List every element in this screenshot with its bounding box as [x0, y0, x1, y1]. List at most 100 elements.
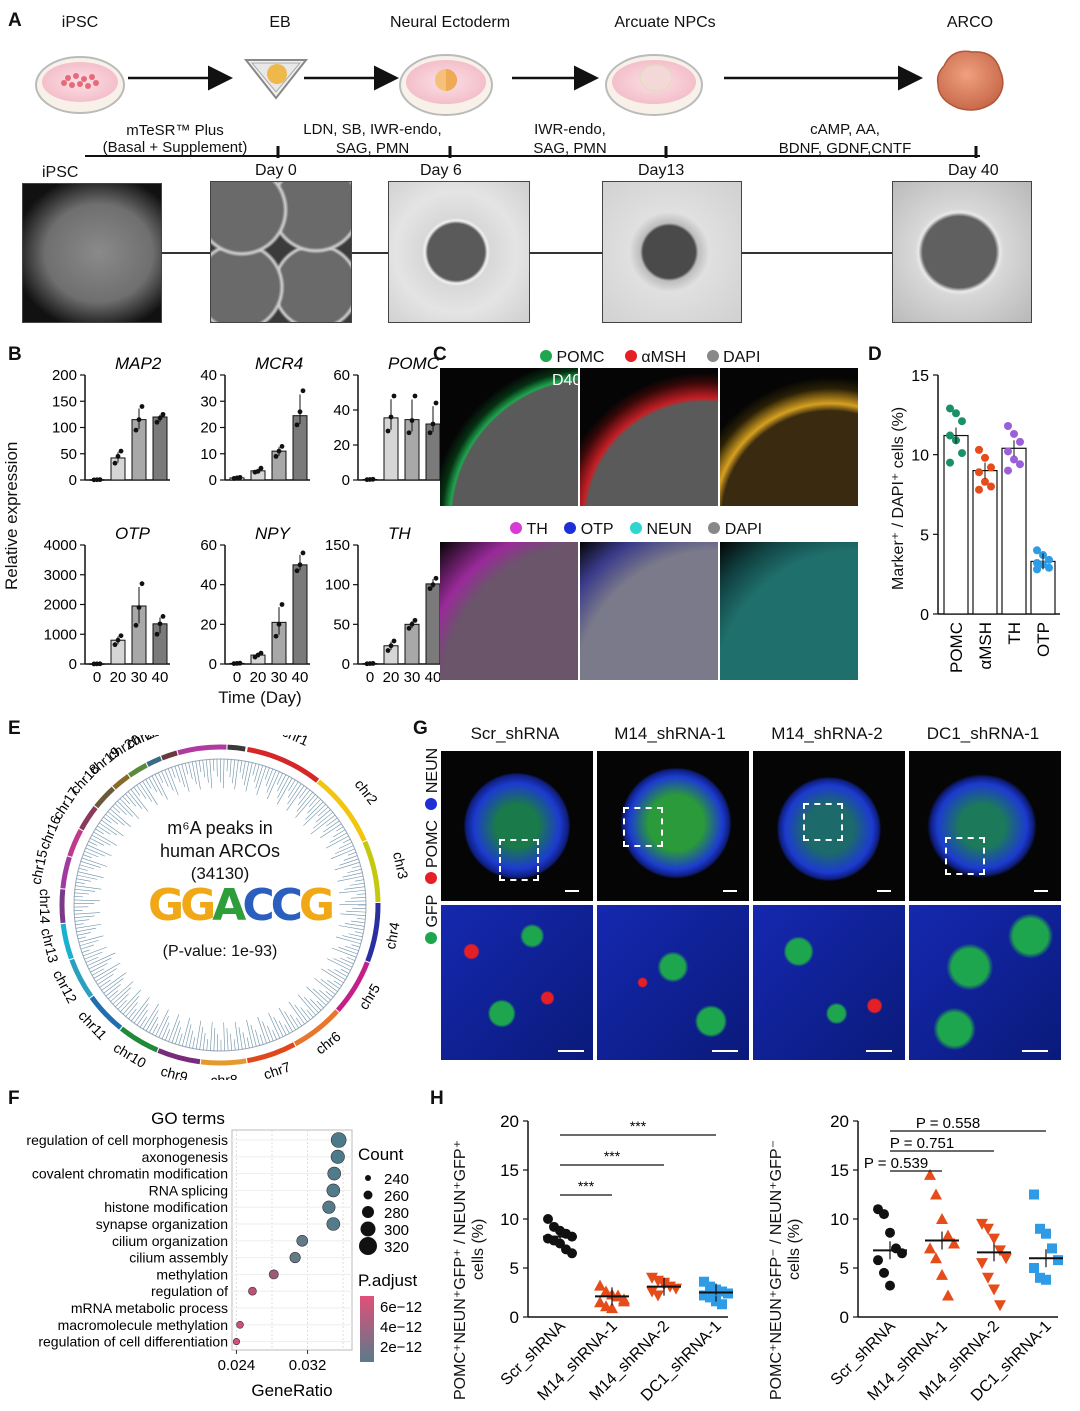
- circos-peak-line: [75, 923, 84, 926]
- circos-peak-line: [266, 770, 277, 793]
- circos-peak-line: [75, 923, 102, 929]
- data-point: [958, 417, 966, 426]
- y-tick-label: 0: [920, 607, 929, 624]
- panel-b-bar-charts: 050100150200MAP2010203040MCR40204060POMC…: [44, 354, 440, 686]
- data-point: [885, 1280, 895, 1291]
- y-tick-label: 50: [60, 446, 77, 463]
- y-tick-label: 15: [911, 368, 929, 385]
- gene-title: MAP2: [115, 354, 162, 373]
- arco-organoid-icon: [936, 50, 1004, 111]
- panel-h-ylabel-left: POMC⁺NEUN⁺GFP⁺ / NEUN⁺GFP⁺ cells (%): [452, 1139, 487, 1400]
- chromosome-arc: [79, 806, 98, 831]
- x-tick-label: αMSH: [976, 622, 995, 670]
- panel-b-ylabel: Relative expression: [2, 441, 21, 590]
- data-point: [982, 1223, 994, 1235]
- media-eb: LDN, SB, IWR-endo, SAG, PMN: [303, 121, 442, 157]
- circos-peak-line: [319, 989, 332, 1001]
- go-dot: [232, 1338, 240, 1346]
- data-point: [646, 1286, 658, 1298]
- circos-peak-line: [161, 1022, 170, 1040]
- circos-peak-line: [77, 871, 104, 878]
- significance-label: P = 0.539: [864, 1155, 928, 1172]
- circos-peak-line: [284, 1011, 296, 1031]
- g-inset-box-4: [945, 837, 985, 875]
- circos-peak-line: [303, 996, 319, 1014]
- y-tick-label: 100: [52, 420, 77, 437]
- circos-peak-line: [334, 862, 360, 871]
- circos-peak-line: [296, 791, 313, 812]
- y-tick-label: 0: [69, 472, 77, 489]
- circos-peak-line: [105, 984, 121, 997]
- chromosome-arc: [227, 744, 246, 752]
- g-inset-box-1: [499, 839, 539, 881]
- circos-peak-line: [268, 1012, 281, 1039]
- data-point: [433, 400, 439, 406]
- stage-ipsc: iPSC: [61, 14, 99, 31]
- circos-peak-line: [287, 783, 302, 805]
- data-point: [294, 568, 300, 574]
- motif-letter: C: [242, 880, 274, 931]
- fluor-g-m14-1-zoom: [597, 905, 749, 1060]
- count-legend-label: 300: [384, 1222, 409, 1239]
- data-point: [97, 477, 103, 483]
- bar: [404, 623, 420, 665]
- chromosome-label: chr22: [142, 735, 181, 743]
- chromosome-arc: [69, 958, 94, 998]
- legend-dapi-2: DAPI: [724, 521, 763, 538]
- circos-peak-line: [139, 782, 153, 802]
- circos-peak-line: [295, 794, 316, 818]
- motif-letter: G: [180, 880, 216, 931]
- go-dot: [289, 1252, 301, 1264]
- circos-peak-line: [158, 1015, 169, 1038]
- motif-text: GGACCG: [148, 880, 335, 931]
- count-legend-title: Count: [358, 1145, 404, 1164]
- go-term-label: cilium organization: [112, 1233, 228, 1249]
- circos-peak-line: [267, 1025, 274, 1042]
- circos-peak-line: [315, 809, 331, 823]
- padj-legend-title: P.adjust: [358, 1271, 418, 1290]
- data-point: [115, 637, 121, 643]
- y-tick-label: 10: [830, 1210, 849, 1229]
- g-marker-gfp: GFP: [424, 894, 441, 928]
- circos-peak-line: [76, 878, 92, 882]
- scale-bar: [877, 890, 891, 892]
- circos-peak-line: [266, 771, 280, 800]
- data-point: [427, 586, 433, 592]
- significance-label: P = 0.751: [890, 1135, 954, 1152]
- chromosome-label: chr3: [390, 850, 412, 880]
- data-point: [1033, 565, 1041, 574]
- data-point: [600, 1285, 612, 1297]
- circos-peak-line: [171, 1020, 180, 1043]
- data-point: [237, 660, 243, 666]
- chromosome-label: chr9: [159, 1063, 190, 1080]
- chromosome-label: chr14: [37, 889, 53, 924]
- circos-peak-line: [119, 798, 140, 819]
- circos-peak-line: [295, 1017, 302, 1027]
- go-term-label: regulation of cell morphogenesis: [26, 1132, 228, 1148]
- circos-peak-line: [284, 1024, 290, 1034]
- ipsc-dish-icon: [35, 56, 125, 114]
- motif-letter: G: [298, 880, 335, 931]
- circos-peak-line: [93, 962, 121, 979]
- circos-peak-line: [112, 805, 121, 814]
- data-point: [154, 631, 160, 637]
- data-point: [975, 485, 983, 494]
- gene-title: TH: [388, 524, 411, 543]
- data-point: [1045, 555, 1053, 564]
- legend-dot-dapi: [706, 350, 719, 362]
- circos-peak-line: [198, 760, 202, 773]
- circos-peak-line: [321, 968, 344, 984]
- neural-ectoderm-dish-icon: [399, 54, 493, 116]
- data-point: [1045, 563, 1053, 572]
- significance-label: ***: [604, 1148, 621, 1164]
- data-point: [370, 661, 376, 666]
- circos-peak-line: [346, 910, 366, 913]
- stage-eb: EB: [269, 14, 291, 31]
- y-tick-label: 20: [830, 1112, 849, 1131]
- g-dot-gfp: [425, 932, 437, 944]
- data-point: [699, 1290, 709, 1301]
- circos-peak-line: [122, 995, 140, 1015]
- circos-peak-line: [75, 885, 102, 890]
- data-point: [1016, 460, 1024, 469]
- circos-peak-line: [195, 760, 201, 790]
